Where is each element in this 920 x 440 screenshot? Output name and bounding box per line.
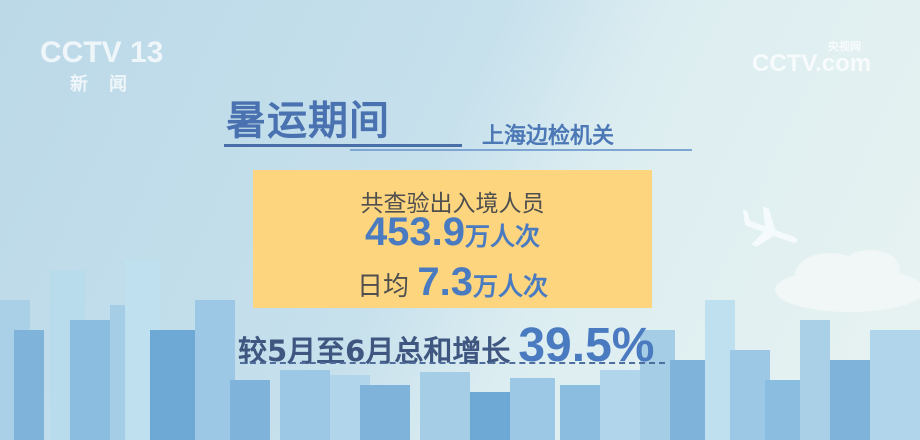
airplane-icon	[742, 206, 798, 247]
stats-label: 共查验出入境人员	[360, 191, 545, 217]
daily-label: 日均	[357, 272, 410, 302]
building	[230, 380, 270, 440]
building	[360, 385, 410, 440]
total-value: 453.9	[364, 210, 466, 254]
building	[800, 320, 830, 440]
building	[670, 360, 710, 440]
building	[70, 320, 110, 440]
headline-subtitle: 上海边检机关	[482, 124, 615, 149]
building	[195, 300, 235, 440]
daily-value: 7.3	[417, 260, 473, 304]
subtitle-underline	[350, 149, 692, 151]
cctv-com-watermark-subtitle: 央视网	[828, 41, 861, 53]
headline-title: 暑运期间	[226, 98, 390, 144]
building	[600, 370, 640, 440]
cctv-com-watermark: CCTV.com	[752, 50, 872, 77]
cctv13-logo: CCTV 13	[40, 36, 164, 69]
daily-unit: 万人次	[472, 272, 548, 301]
building	[470, 392, 510, 440]
total-unit: 万人次	[465, 222, 541, 251]
growth-value: 39.5%	[518, 319, 655, 372]
growth-row: 较5月至6月总和增长 39.5%	[238, 318, 654, 373]
cctv13-logo-subtitle: 新 闻	[70, 74, 136, 94]
building	[830, 360, 870, 440]
building	[420, 372, 470, 440]
building	[640, 330, 675, 440]
stats-box: 共查验出入境人员 453.9万人次 日均 7.3万人次	[253, 170, 652, 308]
total-row: 453.9万人次	[253, 210, 652, 255]
building	[150, 330, 195, 440]
building	[730, 350, 770, 440]
building	[510, 378, 555, 440]
dashed-divider	[240, 362, 665, 364]
building	[14, 330, 44, 440]
title-underline	[224, 144, 462, 147]
daily-row: 日均 7.3万人次	[253, 260, 652, 305]
building	[280, 370, 330, 440]
building	[870, 330, 920, 440]
building	[765, 380, 805, 440]
building	[560, 385, 600, 440]
cloud-icon	[775, 250, 920, 312]
